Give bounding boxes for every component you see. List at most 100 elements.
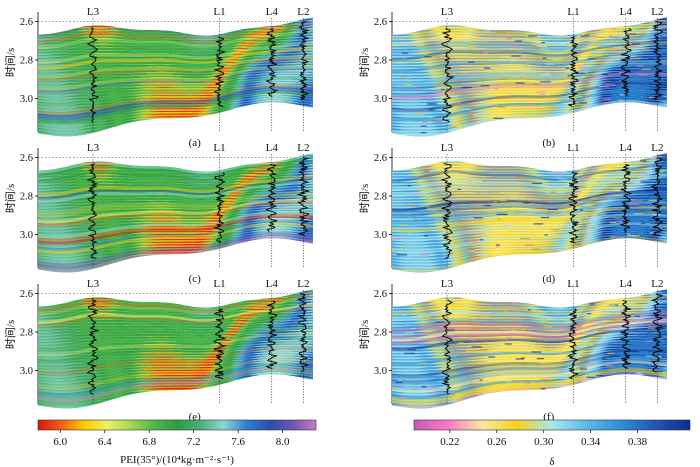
y-axis-label: 时间/s	[4, 320, 17, 349]
y-tick-label: 3.0	[20, 366, 33, 377]
well-log-curve	[213, 36, 227, 108]
y-tick-label: 3.0	[374, 230, 387, 241]
well-log-curve	[441, 27, 454, 123]
well-log-curve	[265, 300, 278, 369]
well-log-curve	[567, 172, 579, 244]
well-label: L2	[651, 142, 663, 154]
well-label: L1	[567, 142, 579, 154]
well-log-curve	[650, 157, 664, 237]
y-tick-label: 3.0	[374, 366, 387, 377]
panel-c: 2.6 2.8 3.0 时间/s L3 L1 L4 L2 (c)	[4, 142, 313, 285]
well-log-curve	[213, 172, 226, 244]
well-log-curve	[566, 308, 579, 380]
colorbar-tick-label: 0.38	[628, 436, 648, 448]
y-axis-label: 时间/s	[358, 320, 371, 349]
seismic-section	[392, 289, 667, 409]
seismic-section	[392, 153, 667, 273]
panel-d: 2.6 2.8 3.0 时间/s L3 L1 L4 L2 (d)	[358, 142, 667, 285]
colorbar-delta-title: δ	[549, 456, 554, 467]
well-label: L4	[266, 278, 279, 290]
y-tick-label: 2.8	[20, 328, 33, 339]
well-label: L1	[213, 278, 225, 290]
y-axis-label: 时间/s	[4, 48, 17, 77]
y-tick-label: 3.0	[20, 94, 33, 105]
well-label: L1	[213, 142, 225, 154]
well-log-curve	[619, 299, 632, 369]
well-log-curve	[298, 21, 310, 101]
well-log-curve	[265, 163, 278, 233]
well-log-curve	[568, 36, 579, 108]
panel-label: (c)	[189, 273, 202, 285]
well-log-curve	[213, 308, 227, 380]
well-label: L2	[297, 6, 309, 18]
well-log-curve	[441, 299, 454, 395]
y-tick-label: 2.8	[20, 192, 33, 203]
well-log-curve	[651, 21, 664, 101]
y-tick-label: 2.6	[20, 153, 33, 164]
colorbar-tick-label: 7.6	[231, 436, 245, 448]
panel-a: 2.6 2.8 3.0 时间/s L3 L1 L4 L2 (a)	[4, 6, 313, 149]
panel-e: 2.62.83.0时间/sL3 L1 L4 L2(e)	[4, 278, 313, 423]
y-tick-label: 2.6	[374, 153, 387, 164]
well-label: L4	[620, 142, 633, 154]
well-label: L4	[620, 6, 633, 18]
colorbar-delta: 0.22 0.26 0.30 0.34 0.38 δ	[413, 419, 691, 467]
well-label: L3	[87, 6, 100, 18]
panel-label: (b)	[542, 137, 555, 149]
seismic-section	[392, 17, 667, 137]
colorbar-tick-label: 0.34	[581, 436, 601, 448]
seismic-section	[38, 153, 313, 273]
well-log-curve	[296, 293, 309, 373]
well-log-curve	[86, 299, 100, 395]
y-tick-label: 2.6	[374, 17, 387, 28]
panel-b: 2.6 2.8 3.0 时间/s L3 L1 L4 L2 (b)	[358, 6, 667, 149]
y-tick-label: 2.8	[374, 192, 387, 203]
y-tick-label: 3.0	[20, 230, 33, 241]
y-axis-label: 时间/s	[4, 184, 17, 213]
y-tick-label: 2.6	[20, 17, 33, 28]
well-log-curve	[265, 27, 279, 97]
well-label: L2	[651, 278, 663, 290]
well-label: L2	[651, 6, 663, 18]
well-log-curve	[620, 28, 632, 97]
y-tick-label: 3.0	[374, 94, 387, 105]
well-label: L3	[87, 142, 100, 154]
colorbar-tick-label: 0.22	[440, 436, 459, 448]
well-label: L2	[297, 278, 309, 290]
panel-f: 2.6 2.8 3.0 时间/s L3 L1 L4 L2 (f)	[358, 278, 667, 423]
well-log-curve	[619, 163, 633, 233]
well-label: L3	[441, 142, 454, 154]
colorbar-pei: 6.0 6.4 6.8 7.2 7.6 8.0 PEI(35°)/(10⁴kg·m⁻²·s⁻…	[37, 419, 317, 466]
panel-label: (a)	[189, 137, 202, 149]
colorbar-delta-bar	[413, 419, 691, 431]
well-log-curve	[86, 163, 99, 259]
y-tick-label: 2.8	[374, 56, 387, 67]
colorbar-tick-label: 6.8	[142, 436, 156, 448]
seismic-section	[38, 289, 313, 409]
colorbar-pei-bar	[37, 419, 317, 431]
colorbar-tick-label: 7.2	[187, 436, 201, 448]
well-log-curve	[650, 293, 664, 373]
well-label: L1	[567, 278, 579, 290]
well-label: L4	[266, 6, 279, 18]
colorbar-tick-label: 6.0	[53, 436, 67, 448]
colorbar-tick-label: 8.0	[276, 436, 290, 448]
y-tick-label: 2.8	[20, 56, 33, 67]
well-log-curve	[440, 163, 454, 259]
well-log-curve	[296, 157, 311, 237]
y-tick-label: 2.6	[374, 289, 387, 300]
well-label: L2	[297, 142, 309, 154]
well-label: L1	[567, 6, 579, 18]
well-label: L4	[620, 278, 633, 290]
y-tick-label: 2.8	[374, 328, 387, 339]
colorbar-tick-label: 0.30	[534, 436, 554, 448]
well-label: L4	[266, 142, 279, 154]
well-label: L1	[213, 6, 225, 18]
y-axis-label: 时间/s	[358, 48, 371, 77]
colorbar-tick-label: 0.26	[487, 436, 507, 448]
colorbar-pei-title: PEI(35°)/(10⁴kg·m⁻²·s⁻¹)	[120, 454, 234, 466]
well-label: L3	[87, 278, 100, 290]
panel-label: (d)	[542, 273, 555, 285]
well-label: L3	[441, 6, 454, 18]
